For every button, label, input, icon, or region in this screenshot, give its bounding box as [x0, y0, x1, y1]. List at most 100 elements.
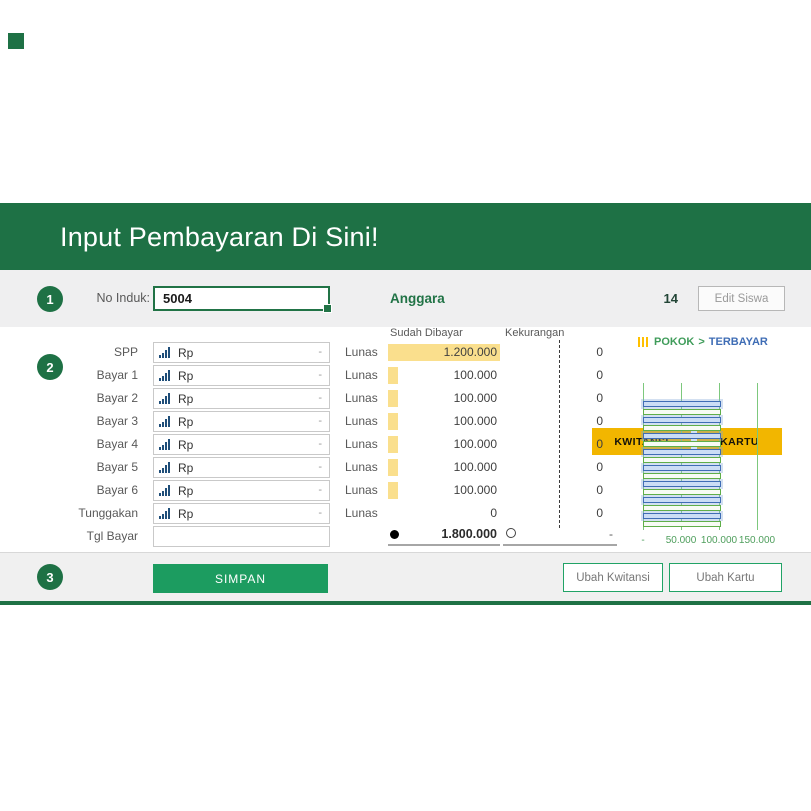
back-button[interactable]: ←: [17, 426, 51, 460]
status-lunas: Lunas: [345, 437, 378, 451]
paid-databar: [388, 413, 398, 430]
payment-row: Bayar 3 Rp - Lunas 100.000 0: [0, 410, 640, 433]
bar-chart-icon: [159, 439, 170, 450]
legend-gt: >: [698, 336, 705, 348]
dropdown-caret-icon[interactable]: -: [318, 346, 322, 358]
pokok-terbayar-chart: POKOK > TERBAYAR - 50.000 100.000 150.000: [628, 333, 798, 549]
paid-value: 100.000: [453, 460, 497, 474]
currency-combobox[interactable]: Rp -: [153, 457, 330, 478]
terbayar-bar: [643, 513, 721, 519]
simpan-button[interactable]: SIMPAN: [153, 564, 328, 593]
dropdown-caret-icon[interactable]: -: [318, 461, 322, 473]
radio-selected-icon[interactable]: [390, 530, 399, 539]
currency-value: Rp: [178, 437, 194, 452]
header-bar: ← Input Pembayaran Di Sini! KWITANSI KAR…: [0, 203, 811, 460]
pokok-bar: [643, 409, 721, 415]
bar-chart-icon: [159, 370, 170, 381]
cell-fill-handle[interactable]: [323, 304, 332, 313]
short-value: 0: [596, 460, 603, 474]
paid-cell: 100.000: [388, 387, 500, 410]
status-lunas: Lunas: [345, 345, 378, 359]
dropdown-caret-icon[interactable]: -: [318, 484, 322, 496]
currency-combobox[interactable]: Rp -: [153, 503, 330, 524]
dropdown-caret-icon[interactable]: -: [318, 438, 322, 450]
dropdown-caret-icon[interactable]: -: [318, 415, 322, 427]
short-value: 0: [596, 483, 603, 497]
currency-value: Rp: [178, 391, 194, 406]
payment-row: Bayar 5 Rp - Lunas 100.000 0: [0, 456, 640, 479]
bar-chart-icon: [159, 416, 170, 427]
dropdown-caret-icon[interactable]: -: [318, 369, 322, 381]
ubah-kwitansi-button[interactable]: Ubah Kwitansi: [563, 563, 663, 592]
radio-unselected-icon[interactable]: [506, 528, 516, 538]
chart-bar-group: [643, 464, 793, 480]
student-count: 14: [663, 291, 678, 306]
page-title: Input Pembayaran Di Sini!: [60, 222, 379, 252]
bar-chart-icon: [159, 393, 170, 404]
short-value: 0: [596, 368, 603, 382]
chart-gridline: [643, 383, 644, 530]
dropdown-caret-icon[interactable]: -: [318, 507, 322, 519]
no-induk-input[interactable]: [155, 288, 328, 309]
row-label: Tunggakan: [78, 506, 138, 520]
pokok-bar: [643, 457, 721, 463]
chart-gridline: [757, 383, 758, 530]
legend-terbayar: TERBAYAR: [708, 336, 768, 348]
paid-value: 100.000: [453, 414, 497, 428]
short-value: 0: [596, 414, 603, 428]
edit-siswa-button[interactable]: Edit Siswa: [698, 286, 785, 311]
paid-cell: 100.000: [388, 479, 500, 502]
ubah-kartu-button[interactable]: Ubah Kartu: [669, 563, 782, 592]
currency-combobox[interactable]: Rp -: [153, 388, 330, 409]
paid-value: 0: [490, 506, 497, 520]
terbayar-bar: [643, 465, 721, 471]
row-label: Bayar 6: [96, 483, 138, 497]
paid-databar: [388, 390, 398, 407]
paid-value: 100.000: [453, 391, 497, 405]
no-induk-label: No Induk:: [96, 291, 150, 305]
chart-gridline: [681, 383, 682, 530]
bar-chart-icon: [159, 485, 170, 496]
step2-badge: 2: [37, 354, 63, 380]
row-label: Bayar 1: [96, 368, 138, 382]
currency-combobox[interactable]: Rp -: [153, 365, 330, 386]
chart-bar-group: [643, 416, 793, 432]
paid-cell: 1.200.000: [388, 341, 500, 364]
bar-chart-icon: [159, 508, 170, 519]
total-short-cell: -: [503, 525, 617, 546]
currency-combobox[interactable]: Rp -: [153, 480, 330, 501]
row-tgl-bayar: Tgl Bayar: [0, 525, 640, 548]
terbayar-bar: [643, 497, 721, 503]
chart-bar-group: [643, 480, 793, 496]
chart-plot-area: - 50.000 100.000 150.000: [628, 333, 798, 549]
paid-cell: 100.000: [388, 410, 500, 433]
currency-value: Rp: [178, 460, 194, 475]
chart-xtick-label: 100.000: [700, 535, 738, 546]
bar-chart-icon: [159, 347, 170, 358]
currency-combobox[interactable]: Rp -: [153, 411, 330, 432]
step1-badge: 1: [37, 286, 63, 312]
row-label: Bayar 5: [96, 460, 138, 474]
chart-bar-group: [643, 448, 793, 464]
paid-databar: [388, 436, 398, 453]
no-induk-field: [153, 286, 332, 313]
payment-row: SPP Rp - Lunas 1.200.000 0: [0, 341, 640, 364]
currency-combobox[interactable]: Rp -: [153, 434, 330, 455]
paid-cell: 100.000: [388, 433, 500, 456]
legend-pokok: POKOK: [654, 336, 695, 348]
dropdown-caret-icon[interactable]: -: [318, 392, 322, 404]
paid-value: 100.000: [453, 437, 497, 451]
tgl-bayar-input[interactable]: [153, 526, 330, 547]
currency-combobox[interactable]: Rp -: [153, 342, 330, 363]
paid-databar: [388, 482, 398, 499]
chart-bar-group: [643, 400, 793, 416]
status-lunas: Lunas: [345, 460, 378, 474]
total-short-value: -: [609, 527, 613, 541]
pokok-bar: [643, 521, 721, 527]
chart-bar-group: [643, 512, 793, 528]
payment-row: Tunggakan Rp - Lunas 0 0: [0, 502, 640, 525]
chart-bars: [643, 400, 793, 528]
terbayar-bar: [643, 417, 721, 423]
paid-value: 100.000: [453, 368, 497, 382]
currency-value: Rp: [178, 414, 194, 429]
